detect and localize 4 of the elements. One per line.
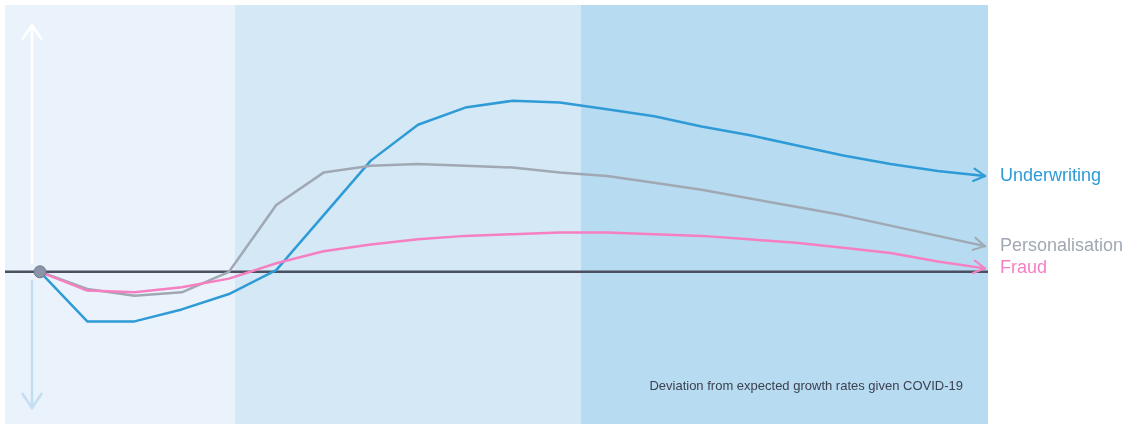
series-label: Personalisation	[1000, 234, 1124, 255]
text: Deviation from expected growth rates given COVID-19	[649, 378, 963, 393]
series-label: Fraud	[1000, 257, 1048, 278]
series-label: Underwriting	[1000, 164, 1102, 185]
